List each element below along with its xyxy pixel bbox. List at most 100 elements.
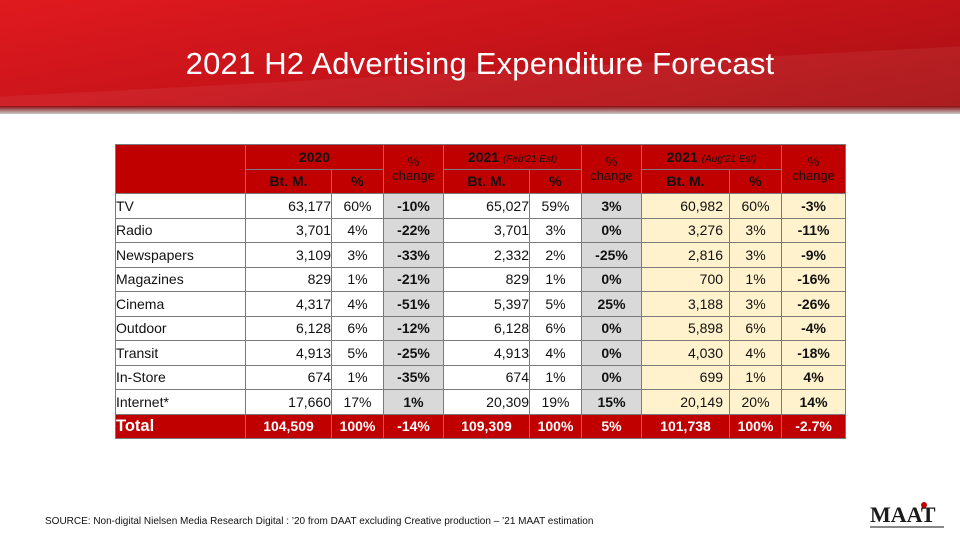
- value-aug: 5,898: [641, 315, 731, 341]
- value-feb: 3,701: [443, 217, 530, 243]
- share-2020: 5%: [331, 340, 384, 366]
- share-feb: 59%: [528, 193, 583, 219]
- value-2020: 674: [245, 364, 332, 390]
- share-2020: 4%: [331, 217, 384, 243]
- change-2020: -21%: [383, 266, 444, 292]
- header-row-2: Bt. M. % Bt. M. % Bt. M. %: [116, 168, 846, 194]
- row-category: Transit: [115, 340, 246, 366]
- change-word: change: [792, 168, 835, 183]
- value-2020: 63,177: [245, 193, 332, 219]
- change-2020: -22%: [383, 217, 444, 243]
- table-row: In-Store 674 1% -35% 674 1% 0% 699 1% 4%: [115, 364, 847, 390]
- table-row: Cinema 4,317 4% -51% 5,397 5% 25% 3,188 …: [115, 291, 847, 317]
- total-share-feb: 100%: [528, 413, 583, 439]
- value-feb: 829: [443, 266, 530, 292]
- share-feb: 5%: [528, 291, 583, 317]
- change-aug: -26%: [781, 291, 847, 317]
- change-word: change: [392, 168, 435, 183]
- change-2020: 1%: [383, 389, 444, 415]
- change-feb: 0%: [581, 315, 643, 341]
- change-2020: -10%: [383, 193, 444, 219]
- pct-symbol: %: [807, 154, 820, 169]
- value-feb: 6,128: [443, 315, 530, 341]
- header-pct: %: [331, 168, 384, 194]
- change-aug: -18%: [781, 340, 847, 366]
- change-aug: -11%: [781, 217, 847, 243]
- header-row-1: 2020 % change 2021 (Feb'21 Est) % change…: [115, 144, 847, 194]
- change-feb: 0%: [581, 266, 643, 292]
- adex-table: 2020 % change 2021 (Feb'21 Est) % change…: [115, 144, 847, 439]
- header-btm: Bt. M.: [443, 168, 530, 194]
- value-2020: 3,701: [245, 217, 332, 243]
- change-2020: -12%: [383, 315, 444, 341]
- share-aug: 1%: [729, 364, 783, 390]
- row-category: Cinema: [115, 291, 246, 317]
- value-aug: 20,149: [641, 389, 731, 415]
- total-share-2020: 100%: [331, 413, 384, 439]
- pct-symbol: %: [407, 154, 420, 169]
- share-feb: 1%: [528, 364, 583, 390]
- page-title: 2021 H2 Advertising Expenditure Forecast: [185, 46, 775, 81]
- table-row: TV 63,177 60% -10% 65,027 59% 3% 60,982 …: [115, 193, 847, 219]
- row-category: In-Store: [115, 364, 246, 390]
- share-feb: 6%: [528, 315, 583, 341]
- value-aug: 3,188: [641, 291, 731, 317]
- share-aug: 4%: [729, 340, 783, 366]
- change-aug: -16%: [781, 266, 847, 292]
- header-pct-change-aug: % change: [781, 144, 847, 194]
- header-2020: 2020: [245, 144, 384, 170]
- share-aug: 3%: [729, 291, 783, 317]
- value-aug: 3,276: [641, 217, 731, 243]
- header-2021-aug: 2021 (Aug'21 Est): [641, 144, 783, 170]
- change-feb: 15%: [581, 389, 643, 415]
- change-2020: -51%: [383, 291, 444, 317]
- value-2020: 4,913: [245, 340, 332, 366]
- feb-note: (Feb'21 Est): [502, 153, 558, 165]
- corner-cell: [115, 144, 246, 194]
- value-aug: 60,982: [641, 193, 731, 219]
- value-aug: 2,816: [641, 242, 731, 268]
- share-2020: 60%: [331, 193, 384, 219]
- banner-shadow: [0, 106, 960, 114]
- share-2020: 1%: [331, 364, 384, 390]
- row-category: Newspapers: [115, 242, 246, 268]
- total-aug: 101,738: [641, 413, 731, 439]
- share-2020: 17%: [331, 389, 384, 415]
- change-2020: -33%: [383, 242, 444, 268]
- row-category: TV: [115, 193, 246, 219]
- header-2021-feb: 2021 (Feb'21 Est): [442, 144, 583, 170]
- total-change-2020: -14%: [383, 413, 444, 439]
- value-aug: 4,030: [641, 340, 731, 366]
- change-aug: -9%: [781, 242, 847, 268]
- value-feb: 2,332: [443, 242, 530, 268]
- change-aug: -4%: [781, 315, 847, 341]
- year-label: 2021: [467, 148, 500, 165]
- pct-symbol: %: [605, 154, 618, 169]
- table-row: Transit 4,913 5% -25% 4,913 4% 0% 4,030 …: [115, 340, 847, 366]
- change-2020: -25%: [383, 340, 444, 366]
- total-share-aug: 100%: [729, 413, 783, 439]
- table-row: Internet* 17,660 17% 1% 20,309 19% 15% 2…: [115, 389, 847, 415]
- year-label: 2021: [666, 148, 698, 165]
- change-feb: 3%: [581, 193, 643, 219]
- share-aug: 3%: [729, 217, 783, 243]
- share-2020: 1%: [331, 266, 384, 292]
- total-feb: 109,309: [443, 413, 530, 439]
- change-word: change: [590, 168, 633, 183]
- source-note: SOURCE: Non-digital Nielsen Media Resear…: [45, 516, 594, 527]
- value-feb: 4,913: [443, 340, 530, 366]
- share-aug: 20%: [729, 389, 783, 415]
- header-btm: Bt. M.: [641, 168, 731, 194]
- change-2020: -35%: [383, 364, 444, 390]
- logo-dot: [921, 502, 927, 508]
- value-2020: 829: [245, 266, 332, 292]
- share-feb: 3%: [528, 217, 583, 243]
- row-category: Internet*: [115, 389, 246, 415]
- share-aug: 6%: [729, 315, 783, 341]
- header-pct-change-feb: % change: [581, 144, 643, 194]
- share-feb: 1%: [528, 266, 583, 292]
- row-category: Outdoor: [115, 315, 246, 341]
- logo-underline: [870, 526, 944, 528]
- title-banner: [0, 0, 960, 113]
- change-feb: 0%: [581, 340, 643, 366]
